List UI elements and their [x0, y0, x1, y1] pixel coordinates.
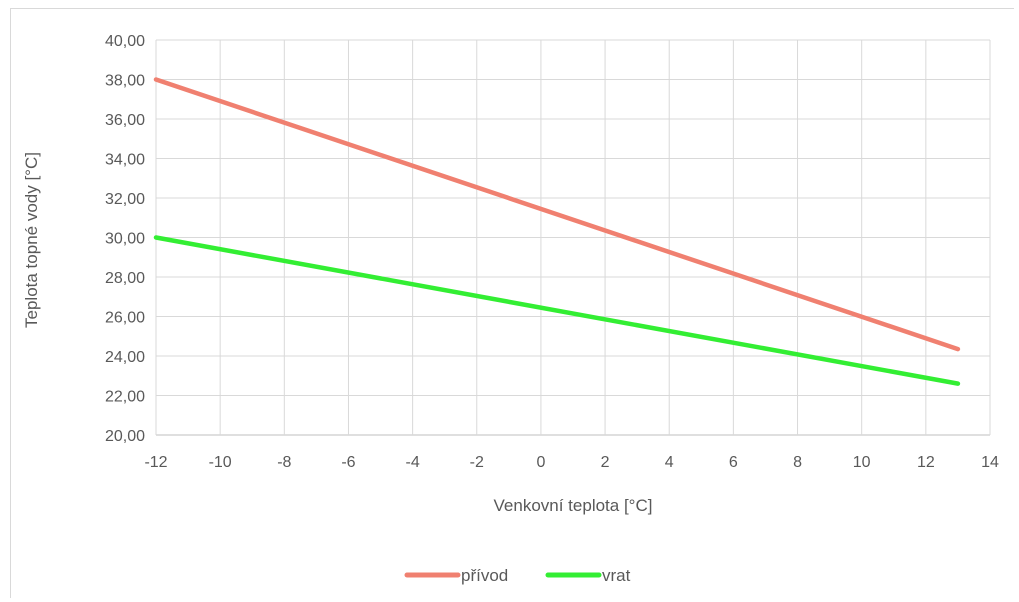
- legend-label-vrat: vrat: [602, 566, 631, 585]
- y-tick-label: 40,00: [105, 33, 145, 50]
- y-tick-label: 32,00: [105, 191, 145, 208]
- x-tick-labels: -12 -10 -8 -6 -4 -2 0 2 4 6 8 10 12 14: [144, 454, 999, 471]
- series-line-1: [153, 235, 961, 386]
- gridlines: [155, 39, 991, 436]
- legend: přívod vrat: [404, 566, 631, 585]
- y-tick-labels: 20,00 22,00 24,00 26,00 28,00 30,00 32,00 34,00…: [105, 33, 145, 445]
- x-tick-label: -12: [144, 454, 167, 471]
- series-lines: [153, 77, 961, 386]
- y-tick-label: 24,00: [105, 349, 145, 366]
- y-tick-label: 38,00: [105, 73, 145, 90]
- legend-label-privod: přívod: [461, 566, 508, 585]
- x-axis-title: Venkovní teplota [°C]: [494, 496, 653, 515]
- y-tick-label: 20,00: [105, 428, 145, 445]
- y-tick-label: 22,00: [105, 389, 145, 406]
- x-tick-label: -10: [209, 454, 232, 471]
- x-tick-label: 14: [981, 454, 999, 471]
- x-tick-label: 12: [917, 454, 935, 471]
- x-tick-label: 4: [665, 454, 674, 471]
- series-line-0: [153, 77, 961, 352]
- chart-frame: [10, 8, 1014, 598]
- y-tick-label: 26,00: [105, 310, 145, 327]
- x-tick-label: 6: [729, 454, 738, 471]
- y-tick-label: 36,00: [105, 112, 145, 129]
- x-tick-label: 0: [536, 454, 545, 471]
- y-tick-label: 34,00: [105, 152, 145, 169]
- y-axis-title: Teplota topné vody [°C]: [22, 152, 41, 328]
- x-tick-label: 8: [793, 454, 802, 471]
- y-tick-label: 30,00: [105, 231, 145, 248]
- x-tick-label: -8: [277, 454, 291, 471]
- x-tick-label: -2: [470, 454, 484, 471]
- x-tick-label: 10: [853, 454, 871, 471]
- x-tick-label: -6: [341, 454, 355, 471]
- x-tick-label: -4: [405, 454, 419, 471]
- x-tick-label: 2: [601, 454, 610, 471]
- y-tick-label: 28,00: [105, 270, 145, 287]
